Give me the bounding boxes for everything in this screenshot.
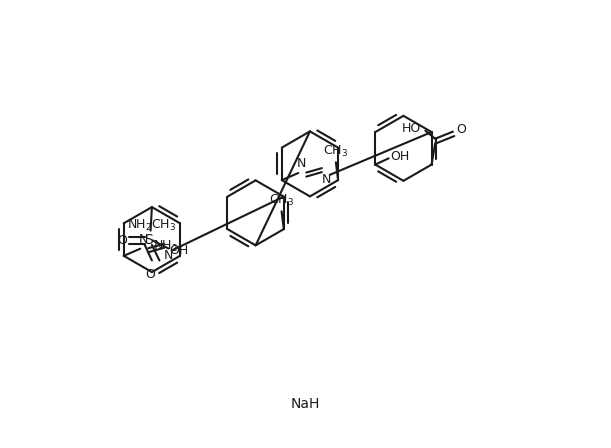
Text: OH: OH [170,244,189,257]
Text: S: S [144,233,153,247]
Text: CH$_3$: CH$_3$ [269,193,294,208]
Text: N: N [297,157,307,170]
Text: O: O [117,234,127,247]
Text: NH$_2$: NH$_2$ [127,218,152,233]
Text: NaH: NaH [291,397,320,411]
Text: CH$_3$: CH$_3$ [323,144,348,159]
Text: O: O [456,123,466,136]
Text: NH$_2$: NH$_2$ [153,238,178,254]
Text: CH$_3$: CH$_3$ [152,218,177,233]
Text: N: N [164,249,173,262]
Text: OH: OH [390,150,409,163]
Text: O: O [145,268,156,281]
Text: N: N [139,233,148,246]
Text: HO: HO [401,122,421,135]
Text: N: N [321,173,331,186]
